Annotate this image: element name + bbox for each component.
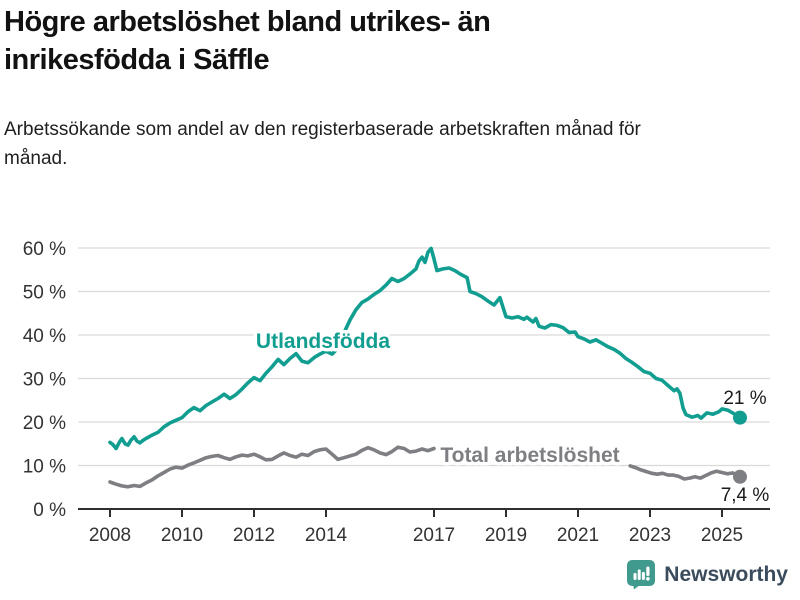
- series-line: [628, 464, 742, 481]
- x-tick-label: 2010: [161, 525, 203, 546]
- y-tick-label: 10 %: [23, 457, 66, 478]
- series-end-dot: [733, 469, 747, 484]
- y-axis-labels: 0 % 10 % 20 % 30 % 40 % 50 % 60 %: [23, 239, 66, 521]
- branding: Newsworthy: [626, 559, 788, 590]
- exclamation-bar: [646, 566, 650, 576]
- exclamation-dot: [646, 577, 650, 581]
- x-tick-label: 2012: [233, 525, 275, 546]
- newsworthy-wordmark: Newsworthy: [664, 562, 788, 586]
- x-tick-label: 2021: [557, 525, 599, 546]
- x-tick-label: 2014: [305, 525, 348, 546]
- x-tick-label: 2025: [701, 525, 743, 546]
- x-tick-label: 2008: [89, 525, 131, 546]
- series-label-total-arbetsloshet: Total arbetslöshet: [440, 444, 619, 467]
- y-tick-label: 0 %: [33, 500, 66, 521]
- speech-bubble-tail: [633, 584, 642, 590]
- end-value-label-utlandsfodda: 21 %: [723, 388, 766, 409]
- x-tick-label: 2017: [413, 525, 455, 546]
- y-tick-label: 40 %: [23, 326, 66, 347]
- bar-3: [642, 572, 646, 580]
- bar-2: [637, 569, 641, 580]
- newsworthy-logo-icon: [627, 560, 656, 590]
- gridlines: [78, 247, 770, 467]
- bar-1: [633, 573, 637, 580]
- x-tick-label: 2019: [485, 525, 527, 546]
- series-lines: [108, 246, 747, 489]
- series-end-dot: [733, 410, 747, 425]
- x-axis: 2008 2010 2012 2014 2017 2019 2021 2023 2025: [78, 508, 770, 546]
- end-value-label-total: 7,4 %: [721, 485, 770, 506]
- chart-title: Högre arbetslöshet bland utrikes- än inr…: [4, 6, 491, 76]
- x-tick-label: 2023: [629, 525, 671, 546]
- y-tick-label: 50 %: [23, 283, 66, 304]
- series-line: [108, 246, 742, 451]
- y-tick-label: 30 %: [23, 370, 66, 391]
- series-label-utlandsfodda: Utlandsfödda: [256, 330, 390, 353]
- series-line: [108, 445, 436, 489]
- chart-subtitle: Arbetssökande som andel av den registerb…: [4, 119, 641, 169]
- y-tick-label: 20 %: [23, 413, 66, 434]
- y-tick-label: 60 %: [23, 239, 66, 260]
